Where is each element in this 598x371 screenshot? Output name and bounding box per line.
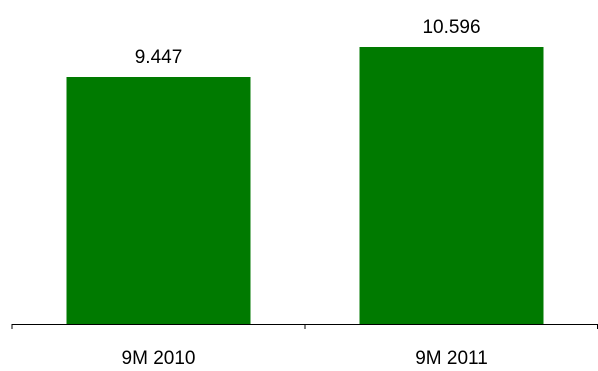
x-tick-label-1: 9M 2011	[415, 348, 488, 369]
value-labels-layer: 9.447 10.596	[135, 17, 481, 68]
x-tick-labels-layer: 9M 2010 9M 2011	[122, 348, 488, 369]
value-label-0: 9.447	[135, 47, 183, 68]
bar-1	[359, 47, 544, 324]
x-tick-label-0: 9M 2010	[122, 348, 196, 369]
value-label-1: 10.596	[422, 17, 480, 38]
bar-0	[66, 77, 251, 324]
bars-layer	[66, 47, 544, 324]
x-axis	[11, 324, 598, 329]
